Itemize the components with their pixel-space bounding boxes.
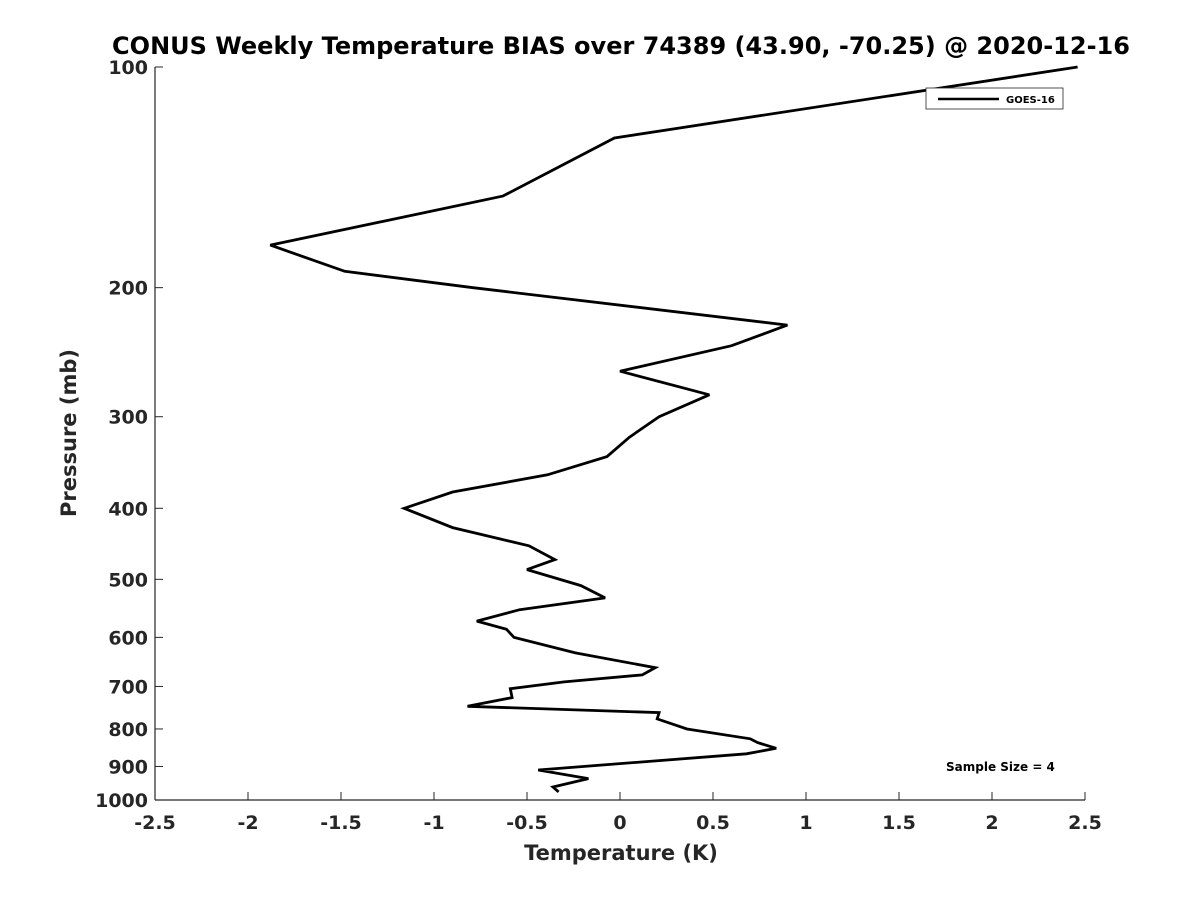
y-tick-label: 500 [108, 569, 148, 591]
x-axis-label: Temperature (K) [524, 841, 718, 865]
y-tick-label: 100 [108, 57, 148, 79]
legend: GOES-16 [925, 87, 1064, 110]
x-tick-label: 0 [613, 812, 626, 834]
x-tick-label: -1.5 [320, 812, 362, 834]
legend-entry-goes-16: GOES-16 [1006, 95, 1055, 106]
x-tick-label: 2 [985, 812, 998, 834]
y-axis-label: Pressure (mb) [57, 349, 81, 517]
x-tick-label: 1.5 [882, 812, 916, 834]
y-tick-label: 400 [108, 498, 148, 520]
y-tick-label: 1000 [95, 790, 148, 812]
y-tick-label: 800 [108, 719, 148, 741]
y-tick-label: 700 [108, 676, 148, 698]
chart-title: CONUS Weekly Temperature BIAS over 74389… [112, 32, 1130, 60]
y-tick-label: 300 [108, 407, 148, 429]
series-layer [269, 65, 1078, 793]
x-tick-label: 1 [799, 812, 812, 834]
sample-size-annotation: Sample Size = 4 [946, 760, 1055, 774]
x-axis-ticks: -2.5 -2 -1.5 -1 -0.5 0 0.5 1 1.5 2 2.5 [134, 792, 1102, 834]
x-tick-label: -2.5 [134, 812, 176, 834]
y-tick-label: 600 [108, 627, 148, 649]
x-tick-label: 2.5 [1068, 812, 1102, 834]
y-tick-label: 900 [108, 756, 148, 778]
x-tick-label: -1 [423, 812, 444, 834]
y-axis-ticks: 100 200 300 400 500 600 700 800 900 1000 [95, 57, 163, 812]
y-tick-label: 200 [108, 278, 148, 300]
series-line-goes-16 [269, 65, 1078, 793]
x-tick-label: -0.5 [506, 812, 548, 834]
plot-area [155, 67, 1085, 800]
x-tick-label: 0.5 [696, 812, 730, 834]
x-tick-label: -2 [237, 812, 258, 834]
